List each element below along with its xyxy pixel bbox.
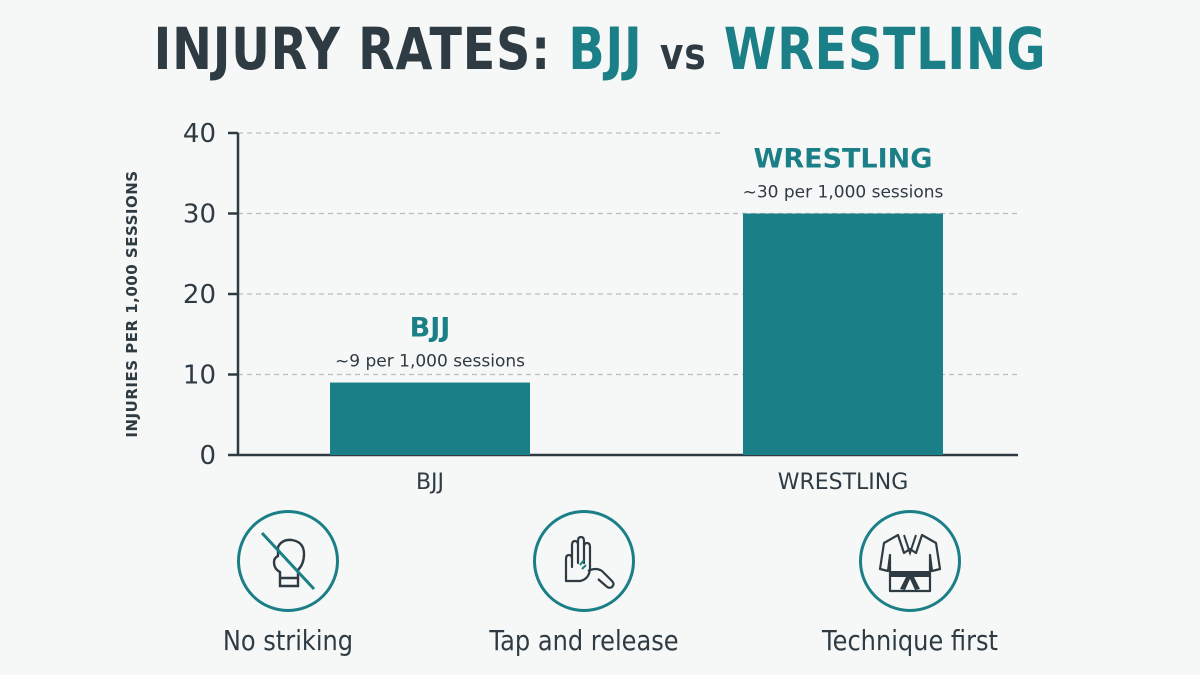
no-striking-icon: [237, 510, 339, 612]
y-tick-label: 10: [183, 361, 216, 391]
y-tick-label: 30: [183, 200, 216, 230]
tap-hand-icon: [533, 510, 635, 612]
title-part-3: vs: [659, 29, 707, 80]
bar-chart: 0 10 20 30 40 INJURIES PER 1,000 SESSIONS BJJ B…: [123, 119, 1018, 495]
feature-technique-first: Technique first: [780, 510, 1040, 657]
feature-label: No striking: [222, 624, 354, 657]
y-tick-label: 0: [199, 441, 216, 471]
annotation-heading: BJJ: [410, 313, 451, 344]
feature-no-striking: No striking: [158, 510, 418, 657]
title-part-1: INJURY RATES:: [153, 15, 552, 83]
gi-belt-icon: [859, 510, 961, 612]
feature-tap-and-release: Tap and release: [454, 510, 714, 657]
y-axis-label: INJURIES PER 1,000 SESSIONS: [123, 170, 141, 437]
annotation-heading: WRESTLING: [754, 144, 933, 175]
y-tick-label: 40: [183, 119, 216, 149]
x-category-label: BJJ: [416, 470, 444, 495]
annotation-value: ~9 per 1,000 sessions: [335, 352, 525, 372]
feature-label: Technique first: [822, 624, 998, 657]
x-category-label: WRESTLING: [778, 470, 909, 495]
y-tick-label: 20: [183, 280, 216, 310]
chart-title: INJURY RATES: BJJ vs WRESTLING: [108, 14, 1092, 90]
annotation-value: ~30 per 1,000 sessions: [743, 183, 944, 203]
bar-bjj: [330, 382, 530, 455]
bar-wrestling: [743, 213, 943, 455]
feature-label: Tap and release: [489, 624, 679, 657]
title-part-2: BJJ: [568, 15, 643, 83]
title-part-4: WRESTLING: [723, 15, 1047, 83]
